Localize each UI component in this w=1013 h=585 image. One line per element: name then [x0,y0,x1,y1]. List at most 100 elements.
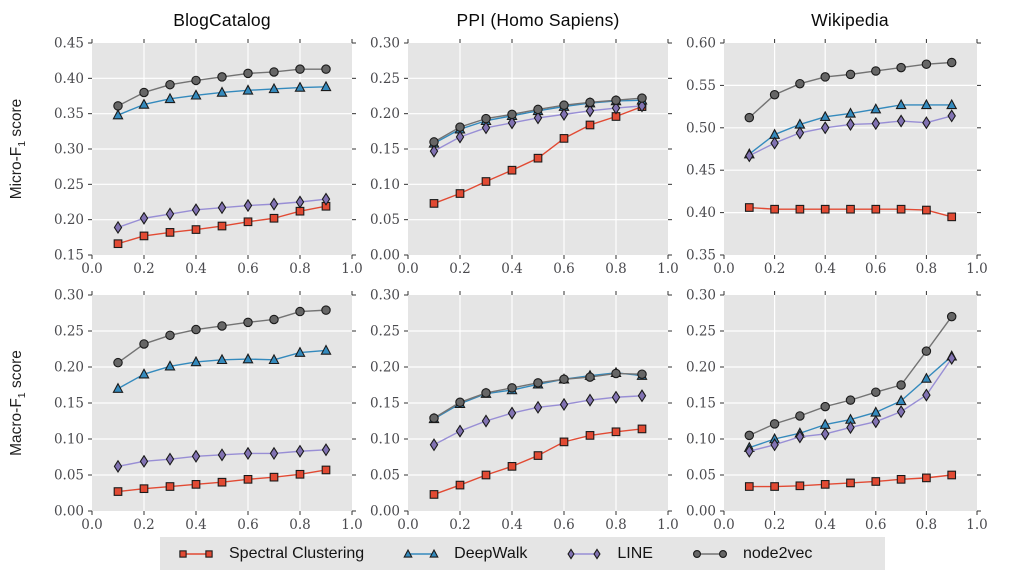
triangle-marker-icon [268,82,280,94]
triangle-marker-icon [216,86,228,97]
circle-marker-icon [611,368,621,379]
y-tick-label: 0.00 [54,504,84,520]
triangle-marker-icon [112,382,124,393]
circle-marker-icon [533,104,543,115]
triangle-marker-icon [164,360,176,371]
x-tick-label: 0.6 [865,261,886,277]
square-marker-icon [947,212,957,222]
circle-marker-icon [139,87,149,98]
y-tick-label: 0.10 [370,177,400,193]
diamond-marker-icon [745,149,754,163]
x-tick-label: 0.2 [764,261,785,277]
circle-marker-icon [845,69,856,80]
triangle-marker-icon [242,84,254,95]
x-tick-label: 0.2 [764,517,785,533]
diamond-marker-icon [922,116,931,130]
diamond-marker-icon [455,130,465,144]
triangle-marker-icon [216,353,228,365]
circle-marker-icon [481,388,491,398]
y-tick-label: 0.30 [370,288,400,304]
diamond-marker-icon [321,443,331,457]
plot-title-ppi: PPI (Homo Sapiens) [456,10,620,30]
x-tick-label: 0.0 [81,261,102,277]
circle-marker-icon [429,137,439,147]
triangle-marker-icon [138,98,150,109]
x-tick-label: 0.4 [501,261,522,277]
circle-marker-icon [481,113,491,124]
y-tick-label: 0.25 [54,177,84,193]
square-marker-icon [269,472,279,482]
x-tick-label: 0.2 [133,261,154,277]
square-marker-icon [795,481,805,491]
diamond-marker-icon [585,104,595,118]
diamond-marker-icon [217,201,227,215]
square-marker-icon [896,204,906,214]
square-marker-icon [507,462,517,471]
circle-marker-icon [217,72,227,82]
diamond-marker-icon [559,397,569,412]
series-markers-spectral-clustering [744,203,957,222]
square-marker-icon [481,177,491,186]
circle-marker-icon [871,66,881,76]
diamond-marker-icon [820,121,830,135]
legend-label-deepwalk: DeepWalk [454,544,528,562]
circle-marker-icon [585,97,595,108]
circle-marker-icon [269,67,279,77]
square-marker-icon [611,427,621,437]
triangle-marker-icon [112,109,124,120]
series-markers-spectral-clustering [113,201,331,249]
square-marker-icon [896,474,906,484]
circle-marker-icon [321,64,331,74]
triangle-marker-icon [164,92,176,104]
subplot-macro-f1-score-col0: 0.0 0.2 0.4 0.6 0.8 1.0 0.00 0.05 0.10 0.15 0.20 0.… [54,288,363,534]
square-marker-icon [191,225,201,234]
triangle-marker-icon [242,353,254,364]
y-tick-label: 0.25 [370,324,400,340]
square-marker-icon [871,477,881,486]
y-tick-label: 0.40 [54,71,84,87]
y-tick-label: 0.60 [686,36,716,52]
square-marker-icon [481,470,491,480]
legend-marker-spectral-clustering [179,549,213,558]
x-tick-label: 0.8 [916,517,937,533]
x-tick-label: 0.6 [553,517,574,533]
circle-marker-icon [845,395,856,405]
y-tick-label: 0.50 [686,120,716,136]
series-markers-line [429,389,647,452]
subplot-macro-f1-score-col1: 0.0 0.2 0.4 0.6 0.8 1.0 0.00 0.05 0.10 0.15 0.20 0.… [370,288,679,534]
diamond-marker-icon [269,197,279,211]
diamond-marker-icon [871,415,881,429]
diamond-marker-icon [113,459,123,473]
y-tick-label: 0.20 [370,360,400,376]
square-marker-icon [585,120,595,130]
diamond-marker-icon [295,444,305,458]
legend-marker-deepwalk [403,548,439,558]
square-marker-icon [846,204,855,214]
square-marker-icon [744,203,754,212]
square-marker-icon [217,221,227,231]
triangle-marker-icon [844,107,857,118]
square-marker-icon [139,231,149,241]
circle-marker-icon [611,95,621,105]
diamond-marker-icon [559,107,569,121]
y-tick-label: 0.00 [686,504,716,520]
square-marker-icon [947,470,957,480]
circle-marker-icon [139,339,149,349]
y-tick-label: 0.40 [686,205,716,221]
triangle-marker-icon [946,98,958,110]
x-tick-label: 1.0 [657,517,678,533]
diamond-marker-icon [896,114,906,128]
circle-marker-icon [455,122,465,132]
circle-marker-icon [243,68,253,79]
square-marker-icon [533,451,543,460]
series-markers-deepwalk [112,344,332,393]
y-tick-label: 0.15 [370,142,400,158]
x-tick-label: 0.0 [713,261,734,277]
triangle-marker-icon [294,81,306,92]
square-marker-icon [770,204,779,214]
series-markers-node2vec [113,305,331,368]
circle-marker-icon [455,397,465,408]
diamond-marker-icon [611,390,621,404]
square-marker-icon [922,473,931,483]
